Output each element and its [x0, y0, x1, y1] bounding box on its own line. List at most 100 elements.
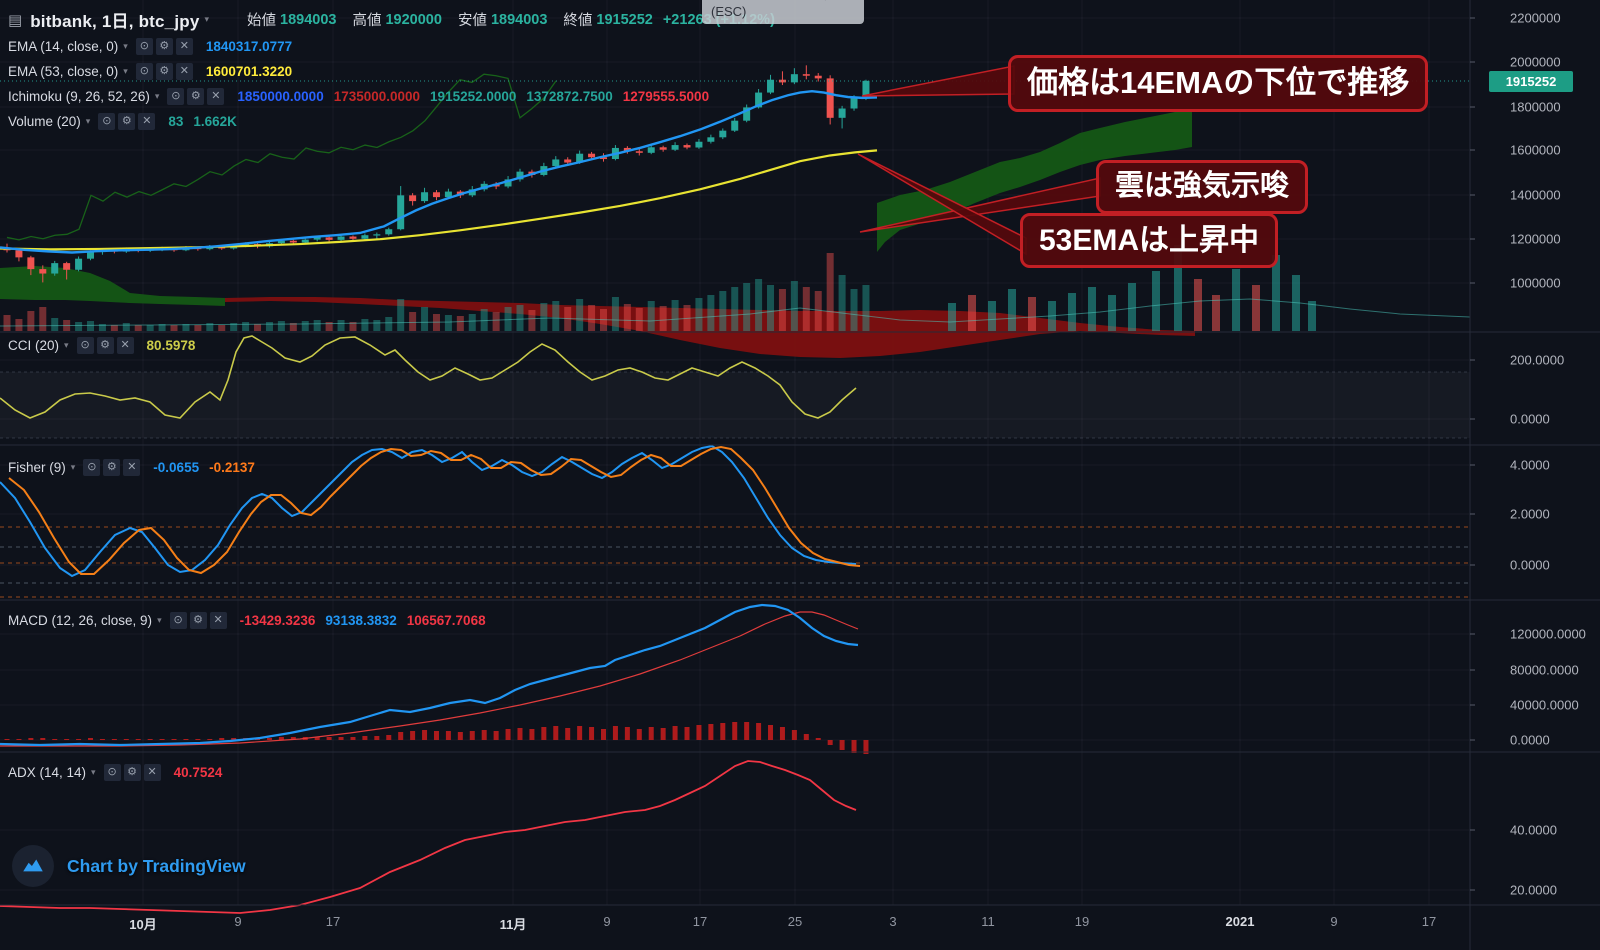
chevron-down-icon[interactable]: ▾ [85, 115, 91, 126]
indicator-value: 1279555.5000 [622, 88, 710, 104]
settings-icon[interactable]: ⚙ [189, 611, 207, 629]
ohlc-value: 1920000 [385, 11, 442, 28]
remove-icon[interactable]: ✕ [116, 336, 134, 354]
ohlc-label: 安値 [457, 13, 487, 29]
ohlc-label: 始値 [247, 13, 277, 29]
tooltip-line2: (ESC) [711, 4, 747, 19]
indicator-title-volume[interactable]: Volume (20) [8, 113, 81, 129]
settings-icon[interactable]: ⚙ [187, 87, 205, 105]
symbol-title[interactable]: bitbank, 1日, btc_jpy [30, 12, 200, 31]
fisher-axis-label: 0.0000 [1510, 557, 1550, 573]
last-price-tag: 1915252 [1489, 71, 1573, 92]
time-axis-label: 3 [889, 914, 897, 929]
tradingview-link[interactable]: Chart by TradingView [67, 855, 246, 876]
macd-axis-label: 80000.0000 [1510, 662, 1579, 678]
time-axis-label: 9 [234, 914, 242, 929]
indicator-title-ichimoku[interactable]: Ichimoku (9, 26, 52, 26) [8, 88, 150, 104]
settings-icon[interactable]: ⚙ [118, 112, 136, 130]
indicator-title-macd[interactable]: MACD (12, 26, close, 9) [8, 612, 153, 628]
chart-menu-icon[interactable]: ▤ [8, 11, 23, 29]
settings-icon[interactable]: ⚙ [155, 62, 173, 80]
indicator-value: 40.7524 [173, 764, 223, 780]
time-axis-label: 11月 [499, 917, 527, 932]
indicator-value: 1915252.0000 [430, 88, 517, 104]
indicator-legend-fisher: Fisher (9) ▾ ⊙ ⚙ ✕ -0.0655 -0.2137 [8, 458, 255, 476]
indicator-controls: ⊙ ⚙ ✕ [98, 112, 158, 130]
ohlc-values: 始値 1894003 高値 1920000 安値 1894003 終値 1915252 +212… [231, 9, 775, 30]
eye-icon[interactable]: ⊙ [98, 112, 116, 130]
indicator-controls: ⊙ ⚙ ✕ [167, 87, 227, 105]
chevron-down-icon[interactable]: ▾ [204, 14, 210, 24]
time-axis-label: 10月 [129, 917, 157, 932]
indicator-legend-adx: ADX (14, 14) ▾ ⊙ ⚙ ✕ 40.7524 [8, 763, 222, 781]
time-axis-label: 2021 [1225, 914, 1255, 929]
indicator-controls: ⊙ ⚙ ✕ [83, 458, 143, 476]
chevron-down-icon[interactable]: ▾ [70, 461, 76, 472]
indicator-value: -0.0655 [153, 459, 200, 475]
callout-cloud-bullish[interactable]: 雲は強気示唆 [1096, 160, 1309, 214]
chevron-down-icon[interactable]: ▾ [157, 614, 162, 625]
macd-axis-label: 0.0000 [1510, 732, 1550, 748]
tooltip-line1: フルスクリーンを終了 [711, 0, 855, 3]
ohlc-label: 高値 [352, 13, 382, 29]
eye-icon[interactable]: ⊙ [135, 37, 153, 55]
chevron-down-icon[interactable]: ▾ [123, 40, 128, 51]
eye-icon[interactable]: ⊙ [76, 336, 94, 354]
symbol-header: ▤ bitbank, 1日, btc_jpy ▾ 始値 1894003 高値 1920… [8, 7, 775, 32]
settings-icon[interactable]: ⚙ [96, 336, 114, 354]
remove-icon[interactable]: ✕ [209, 611, 227, 629]
ohlc-label: 終値 [563, 13, 593, 29]
settings-icon[interactable]: ⚙ [123, 763, 141, 781]
callout-ema53-rising[interactable]: 53EMAは上昇中 [1020, 213, 1279, 268]
indicator-title-fisher[interactable]: Fisher (9) [8, 459, 66, 475]
settings-icon[interactable]: ⚙ [155, 37, 173, 55]
indicator-controls: ⊙ ⚙ ✕ [169, 611, 230, 629]
tradingview-attribution[interactable]: Chart by TradingView [12, 845, 246, 887]
remove-icon[interactable]: ✕ [143, 763, 161, 781]
eye-icon[interactable]: ⊙ [83, 458, 101, 476]
eye-icon[interactable]: ⊙ [167, 87, 185, 105]
macd-axis-label: 40000.0000 [1510, 697, 1579, 713]
time-axis-label: 17 [325, 914, 341, 929]
remove-icon[interactable]: ✕ [123, 458, 141, 476]
callout-price-below-14ema[interactable]: 価格は14EMAの下位で推移 [1008, 55, 1429, 112]
indicator-controls: ⊙ ⚙ ✕ [135, 62, 196, 80]
fisher-axis-label: 4.0000 [1510, 457, 1550, 473]
eye-icon[interactable]: ⊙ [135, 62, 153, 80]
chevron-down-icon[interactable]: ▾ [64, 339, 69, 350]
indicator-controls: ⊙ ⚙ ✕ [76, 336, 137, 354]
price-axis-label: 1400000 [1510, 187, 1561, 203]
eye-icon[interactable]: ⊙ [169, 611, 187, 629]
time-axis-label: 25 [787, 914, 803, 929]
settings-icon[interactable]: ⚙ [103, 458, 121, 476]
indicator-title-ema-14[interactable]: EMA (14, close, 0) [8, 38, 119, 54]
time-axis-label: 9 [603, 914, 611, 929]
indicator-title-ema-53[interactable]: EMA (53, close, 0) [8, 63, 119, 79]
time-axis-label: 17 [1421, 914, 1437, 929]
ohlc-value: 1894003 [490, 11, 548, 28]
indicator-value: 1372872.7500 [526, 88, 613, 104]
indicator-value: 93138.3832 [325, 612, 397, 628]
price-axis-label: 1200000 [1510, 231, 1561, 247]
indicator-value: 1600701.3220 [205, 63, 293, 79]
indicator-value: 1840317.0777 [205, 38, 293, 54]
remove-icon[interactable]: ✕ [175, 62, 193, 80]
tradingview-logo-icon[interactable] [12, 845, 54, 887]
chevron-down-icon[interactable]: ▾ [154, 90, 160, 101]
chevron-down-icon[interactable]: ▾ [91, 766, 96, 777]
remove-icon[interactable]: ✕ [207, 87, 225, 105]
eye-icon[interactable]: ⊙ [103, 763, 121, 781]
cci-axis-label: 200.0000 [1510, 352, 1565, 368]
price-axis-label: 1000000 [1510, 275, 1561, 291]
remove-icon[interactable]: ✕ [138, 112, 156, 130]
indicator-value: 1850000.0000 [237, 88, 324, 104]
indicator-title-adx[interactable]: ADX (14, 14) [8, 764, 87, 780]
remove-icon[interactable]: ✕ [175, 37, 193, 55]
indicator-title-cci[interactable]: CCI (20) [8, 337, 60, 353]
chevron-down-icon[interactable]: ▾ [123, 65, 128, 76]
indicator-value: 1735000.0000 [333, 88, 421, 104]
price-axis[interactable] [1470, 0, 1600, 905]
ohlc-value: 1894003 [280, 11, 337, 28]
indicator-value: 83 [168, 113, 184, 129]
